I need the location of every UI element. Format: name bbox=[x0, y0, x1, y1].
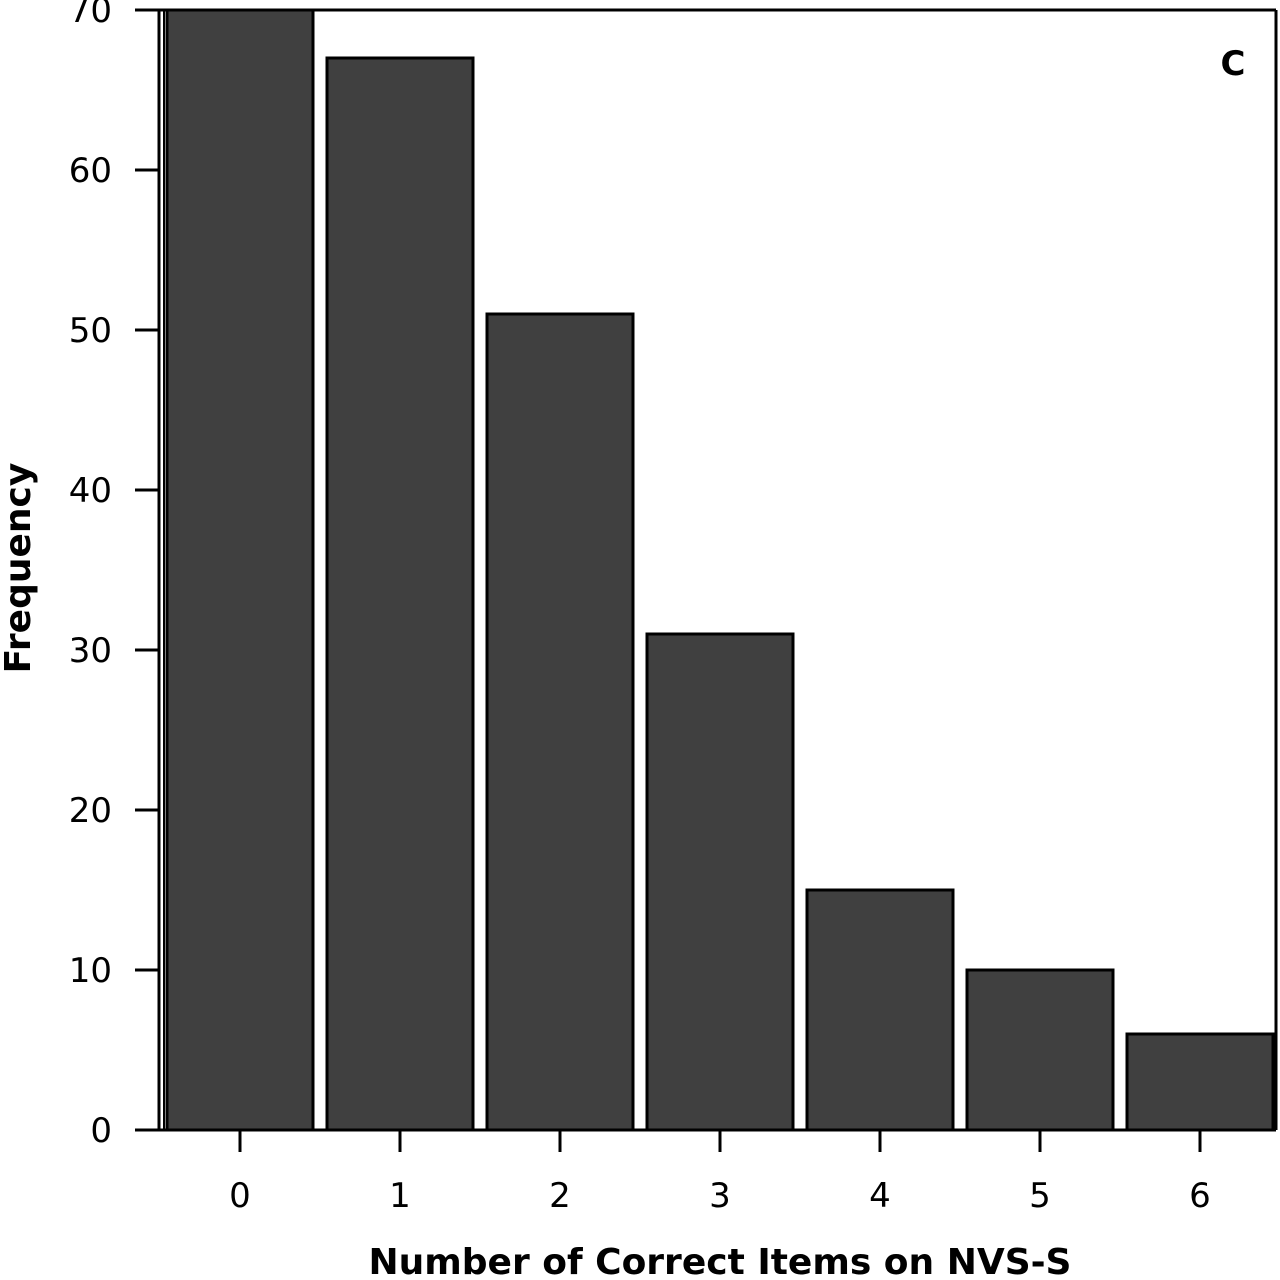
y-axis-title: Frequency bbox=[0, 463, 39, 674]
y-tick-label-40: 40 bbox=[69, 471, 112, 511]
x-tick-label-0: 0 bbox=[229, 1176, 251, 1216]
axes-layer: 0 10 20 30 40 50 60 70 0 1 2 3 4 5 6 bbox=[69, 0, 1278, 1216]
bar-0 bbox=[165, 8, 315, 1132]
labels-layer: C Number of Correct Items on NVS-S Frequ… bbox=[0, 44, 1246, 1280]
y-tick-label-50: 50 bbox=[69, 311, 112, 351]
bar-3 bbox=[645, 632, 795, 1132]
bar-1 bbox=[325, 56, 475, 1132]
x-tick-label-1: 1 bbox=[389, 1176, 411, 1216]
bar-2 bbox=[485, 312, 635, 1132]
bar-6 bbox=[1125, 1032, 1275, 1132]
panel-label: C bbox=[1221, 44, 1246, 84]
y-tick-label-0: 0 bbox=[90, 1111, 112, 1151]
y-tick-label-10: 10 bbox=[69, 951, 112, 991]
y-tick-label-20: 20 bbox=[69, 791, 112, 831]
y-tick-label-60: 60 bbox=[69, 151, 112, 191]
bars-layer bbox=[165, 8, 1275, 1132]
y-tick-label-70: 70 bbox=[69, 0, 112, 31]
bar-4 bbox=[805, 888, 955, 1132]
x-tick-label-6: 6 bbox=[1189, 1176, 1211, 1216]
x-axis-title: Number of Correct Items on NVS-S bbox=[368, 1242, 1071, 1276]
x-tick-label-5: 5 bbox=[1029, 1176, 1051, 1216]
y-tick-label-30: 30 bbox=[69, 631, 112, 671]
x-tick-label-2: 2 bbox=[549, 1176, 571, 1216]
x-tick-label-3: 3 bbox=[709, 1176, 731, 1216]
bar-5 bbox=[965, 968, 1115, 1132]
x-tick-label-4: 4 bbox=[869, 1176, 891, 1216]
